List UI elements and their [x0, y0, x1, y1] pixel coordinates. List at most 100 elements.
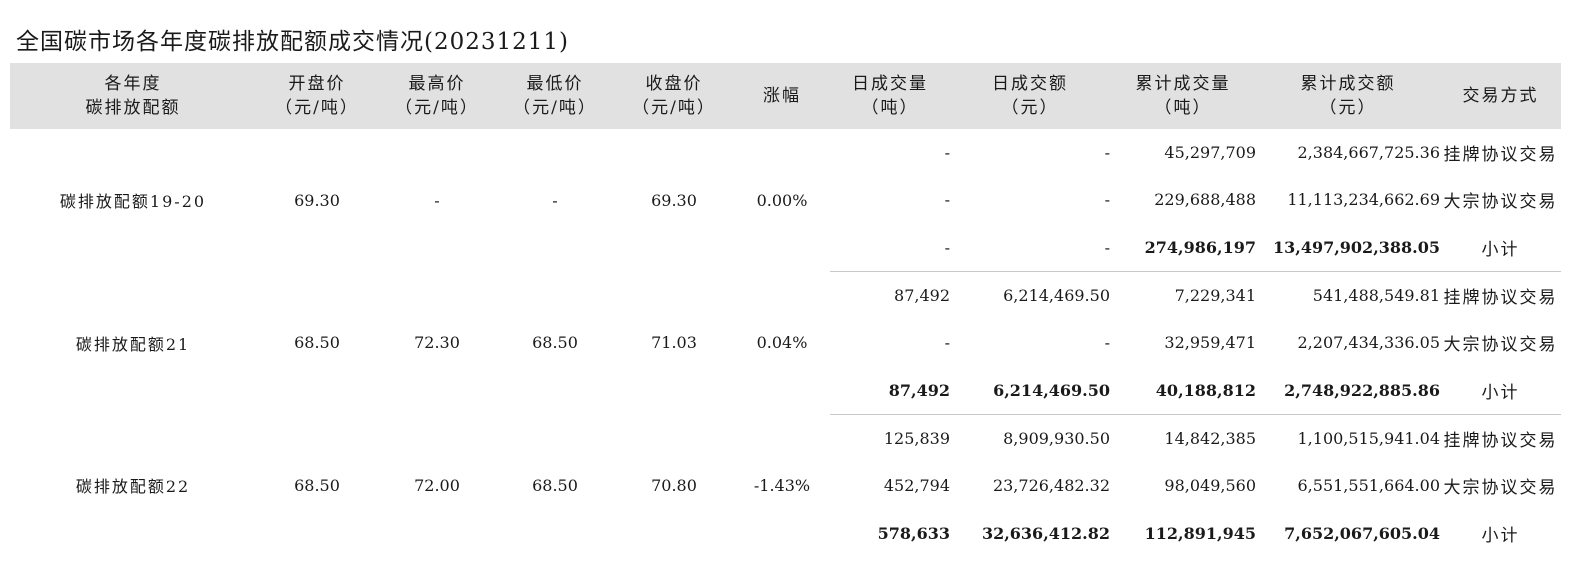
high-price-cell: 72.00: [414, 475, 460, 495]
col-header-line: （元/吨）: [275, 98, 359, 118]
trade-mode-cell: 挂牌协议交易: [1443, 288, 1558, 309]
cumulative-volume-cell: 274,986,197: [1110, 223, 1256, 272]
col-header-cumulative-volume: 累计成交量 （吨）: [1110, 63, 1256, 129]
col-header-allowance-year: 各年度 碳排放配额: [10, 63, 256, 129]
col-header-close-price: 收盘价 （元/吨）: [614, 63, 734, 129]
daily-volume-cell: -: [944, 333, 950, 353]
col-header-line: 开盘价: [288, 74, 346, 94]
low-price-cell: 68.50: [532, 475, 578, 495]
change-cell: -1.43%: [753, 475, 811, 495]
cumulative-amount-cell: 541,488,549.81: [1312, 286, 1440, 306]
col-header-line: 日成交量: [852, 74, 928, 94]
trade-mode-cell: 小计: [1481, 525, 1520, 546]
cumulative-amount-cell: 2,748,922,885.86: [1256, 366, 1440, 415]
col-header-open-price: 开盘价 （元/吨）: [256, 63, 378, 129]
allowance-name-cell: 碳排放配额19-20: [59, 192, 207, 212]
allowance-name-cell: 碳排放配额22: [75, 477, 191, 497]
table-header-row: 各年度 碳排放配额 开盘价 （元/吨） 最高价 （元/吨） 最低价 （元/吨） …: [10, 63, 1561, 129]
col-header-cumulative-amount: 累计成交额 （元）: [1256, 63, 1440, 129]
trade-mode-cell: 小计: [1440, 366, 1561, 415]
page-title: 全国碳市场各年度碳排放配额成交情况(20231211): [16, 29, 570, 55]
daily-volume-cell: -: [830, 223, 950, 272]
low-price-cell: 68.50: [532, 333, 578, 353]
col-header-line: （元/吨）: [513, 98, 597, 118]
cumulative-volume-cell: 32,959,471: [1164, 333, 1256, 353]
cumulative-volume-cell: 112,891,945: [1144, 523, 1256, 543]
close-price-cell: 70.80: [651, 475, 697, 495]
col-header-line: （元）: [1319, 98, 1377, 118]
cumulative-volume-cell: 45,297,709: [1164, 143, 1256, 163]
col-header-line: 最低价: [526, 74, 584, 94]
allowance-name-cell: 碳排放配额21: [75, 334, 191, 354]
cumulative-volume-cell: 7,229,341: [1174, 286, 1256, 306]
daily-amount-cell: -: [1104, 143, 1110, 163]
trade-mode-cell: 小计: [1440, 223, 1561, 272]
col-header-line: 涨幅: [763, 86, 801, 106]
cumulative-amount-cell: 7,652,067,605.04: [1284, 523, 1440, 543]
cumulative-amount-cell: 6,551,551,664.00: [1297, 476, 1441, 496]
col-header-line: 收盘价: [645, 74, 703, 94]
cumulative-volume-cell: 98,049,560: [1164, 476, 1256, 496]
col-header-low-price: 最低价 （元/吨）: [496, 63, 614, 129]
col-header-line: （吨）: [861, 98, 919, 118]
subtotal-row: 578,633 32,636,412.82 112,891,945 7,652,…: [10, 509, 1561, 556]
low-price-cell: -: [552, 190, 558, 210]
carbon-market-table: 各年度 碳排放配额 开盘价 （元/吨） 最高价 （元/吨） 最低价 （元/吨） …: [10, 63, 1561, 557]
table-row: 碳排放配额21 68.50 72.30 68.50 71.03 0.04% 87…: [10, 271, 1561, 354]
trade-mode-cell: 挂牌协议交易: [1443, 430, 1558, 451]
close-price-cell: 69.30: [651, 190, 697, 210]
col-header-line: 各年度: [104, 74, 162, 94]
cumulative-volume-cell: 229,688,488: [1154, 190, 1256, 210]
daily-amount-cell: -: [1104, 190, 1110, 210]
daily-amount-cell: 6,214,469.50: [950, 366, 1110, 415]
daily-amount-cell: 6,214,469.50: [1003, 286, 1110, 306]
col-header-line: 日成交额: [992, 74, 1068, 94]
cumulative-volume-cell: 14,842,385: [1164, 428, 1256, 448]
cumulative-amount-cell: 13,497,902,388.05: [1256, 223, 1440, 272]
open-price-cell: 68.50: [294, 475, 340, 495]
high-price-cell: 72.30: [414, 333, 460, 353]
col-header-daily-amount: 日成交额 （元）: [950, 63, 1110, 129]
cumulative-volume-cell: 40,188,812: [1110, 366, 1256, 415]
col-header-line: 累计成交量: [1135, 74, 1231, 94]
trade-mode-cell: 大宗协议交易: [1443, 478, 1558, 499]
open-price-cell: 69.30: [294, 190, 340, 210]
change-cell: 0.00%: [756, 190, 808, 210]
col-header-line: 交易方式: [1462, 86, 1539, 106]
col-header-trade-mode: 交易方式: [1440, 63, 1561, 129]
table-row: 碳排放配额19-20 69.30 - - 69.30 0.00% - - 45,…: [10, 129, 1561, 211]
table-row: 452,794 23,726,482.32 98,049,560 6,551,5…: [10, 462, 1561, 509]
trade-mode-cell: 大宗协议交易: [1443, 192, 1558, 213]
col-header-line: 累计成交额: [1300, 74, 1396, 94]
close-price-cell: 71.03: [651, 333, 697, 353]
daily-volume-cell: -: [944, 143, 950, 163]
col-header-line: （吨）: [1154, 98, 1212, 118]
daily-amount-cell: -: [950, 223, 1110, 272]
col-header-high-price: 最高价 （元/吨）: [378, 63, 496, 129]
daily-volume-cell: -: [944, 190, 950, 210]
open-price-cell: 68.50: [294, 333, 340, 353]
col-header-line: （元）: [1001, 98, 1059, 118]
cumulative-amount-cell: 1,100,515,941.04: [1297, 428, 1441, 448]
subtotal-row: 87,492 6,214,469.50 40,188,812 2,748,922…: [10, 366, 1561, 415]
daily-volume-cell: 125,839: [883, 428, 950, 448]
daily-volume-cell: 87,492: [894, 286, 950, 306]
col-header-line: 碳排放配额: [85, 98, 181, 118]
col-header-line: （元/吨）: [395, 98, 479, 118]
col-header-line: 最高价: [408, 74, 466, 94]
col-header-line: （元/吨）: [632, 98, 716, 118]
daily-amount-cell: -: [1104, 333, 1110, 353]
table-row: - - 229,688,488 11,113,234,662.69 大宗协议交易: [10, 176, 1561, 223]
high-price-cell: -: [434, 190, 440, 210]
daily-volume-cell: 452,794: [883, 476, 950, 496]
col-header-daily-volume: 日成交量 （吨）: [830, 63, 950, 129]
cumulative-amount-cell: 2,384,667,725.36: [1297, 143, 1441, 163]
cumulative-amount-cell: 11,113,234,662.69: [1287, 190, 1440, 210]
daily-volume-cell: 578,633: [877, 523, 950, 543]
col-header-change: 涨幅: [734, 63, 830, 129]
daily-volume-cell: 87,492: [830, 366, 950, 415]
table-row: 碳排放配额22 68.50 72.00 68.50 70.80 -1.43% 1…: [10, 414, 1561, 497]
subtotal-row: - - 274,986,197 13,497,902,388.05 小计: [10, 223, 1561, 272]
daily-amount-cell: 8,909,930.50: [1003, 428, 1110, 448]
daily-amount-cell: 23,726,482.32: [992, 476, 1110, 496]
